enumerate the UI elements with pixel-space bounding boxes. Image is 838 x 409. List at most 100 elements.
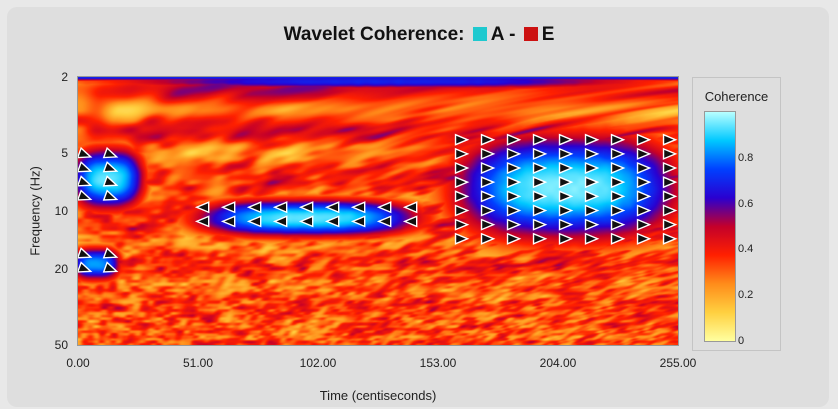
phase-arrow: [376, 215, 392, 228]
phase-arrow: [584, 147, 600, 160]
phase-arrow: [454, 147, 470, 160]
phase-arrow: [532, 232, 548, 245]
phase-arrow: [506, 232, 522, 245]
series-a-swatch: [472, 27, 487, 41]
colorbar-tick-label: 0.6: [738, 197, 754, 210]
phase-arrow: [102, 161, 119, 173]
phase-arrow: [454, 204, 470, 217]
phase-arrow: [220, 201, 236, 214]
phase-arrow: [558, 133, 574, 146]
phase-arrow: [532, 161, 548, 175]
phase-arrow: [78, 161, 93, 173]
phase-arrow: [584, 176, 600, 189]
phase-arrow: [246, 215, 262, 228]
phase-arrow: [454, 232, 470, 245]
phase-arrow: [480, 232, 496, 245]
y-tick-label: 5: [61, 146, 68, 161]
phase-arrow: [584, 133, 600, 146]
phase-arrow: [636, 176, 652, 189]
x-tick-label: 204.00: [539, 356, 577, 370]
plot-area[interactable]: [78, 77, 678, 345]
phase-arrow: [298, 201, 314, 214]
phase-arrow: [78, 189, 93, 201]
phase-arrow: [506, 133, 522, 146]
phase-arrow: [480, 190, 496, 203]
phase-arrow: [454, 190, 470, 203]
phase-arrow: [246, 201, 262, 214]
phase-arrow: [402, 201, 418, 214]
phase-arrow: [298, 215, 314, 228]
phase-arrow: [662, 176, 678, 189]
x-tick-label: 102.00: [299, 356, 337, 370]
phase-arrow: [194, 201, 210, 214]
phase-arrow: [636, 190, 652, 203]
phase-arrow: [584, 218, 600, 231]
phase-arrow: [78, 247, 93, 259]
phase-arrow: [454, 176, 470, 189]
phase-arrow: [350, 201, 366, 214]
phase-arrow: [78, 261, 93, 273]
colorbar-tick-label: 0: [738, 335, 745, 347]
colorbar-tick-label: 0.8: [738, 151, 754, 164]
phase-arrow: [506, 204, 522, 217]
phase-arrow: [102, 146, 119, 159]
phase-arrow: [662, 218, 678, 231]
phase-arrow: [610, 161, 626, 175]
phase-arrow: [324, 201, 340, 214]
phase-arrow: [610, 176, 626, 189]
colorbar-title: Coherence: [704, 89, 769, 104]
phase-arrow: [584, 232, 600, 245]
phase-arrow: [102, 261, 119, 273]
phase-arrow: [662, 232, 678, 245]
series-b-label: E: [541, 24, 555, 45]
x-tick-label: 255.00: [659, 356, 697, 370]
phase-arrow: [480, 147, 496, 160]
phase-arrow: [506, 161, 522, 175]
phase-arrow: [506, 176, 522, 189]
phase-arrow: [480, 204, 496, 217]
series-b-swatch: [523, 27, 538, 41]
phase-arrow: [558, 161, 574, 175]
phase-arrow: [480, 176, 496, 189]
phase-arrow: [532, 204, 548, 217]
y-tick-label: 10: [54, 204, 68, 218]
phase-arrow: [558, 232, 574, 245]
phase-arrow: [636, 147, 652, 160]
y-tick-label: 2: [61, 70, 68, 84]
phase-arrow: [636, 133, 652, 146]
phase-arrow: [610, 147, 626, 160]
phase-arrow: [636, 232, 652, 245]
phase-arrow: [636, 218, 652, 231]
phase-arrow: [532, 133, 548, 146]
x-tick-label: 0.00: [66, 356, 90, 370]
phase-arrow: [102, 175, 119, 187]
phase-arrow: [350, 215, 366, 228]
phase-arrow: [220, 215, 236, 228]
phase-arrow: [662, 190, 678, 203]
phase-arrow: [480, 161, 496, 175]
phase-arrow: [506, 218, 522, 231]
title-separator: -: [509, 24, 516, 45]
phase-arrow: [558, 176, 574, 189]
phase-arrow: [558, 147, 574, 160]
title-text: Wavelet Coherence:: [283, 24, 465, 45]
series-a-label: A: [490, 24, 504, 45]
phase-arrow: [480, 133, 496, 146]
colorbar-tick-label: 0.4: [738, 243, 754, 256]
coherence-heatmap: [78, 77, 678, 345]
colorbar-tick-label: 0.2: [738, 289, 754, 302]
phase-arrow: [662, 147, 678, 160]
colorbar-legend: Coherence 0.8 0.6 0.4 0.2 0: [692, 77, 781, 351]
phase-arrow: [102, 247, 119, 259]
phase-arrow: [584, 204, 600, 217]
phase-arrow: [558, 190, 574, 203]
phase-arrow: [662, 161, 678, 175]
phase-arrow: [480, 218, 496, 231]
phase-arrow: [610, 204, 626, 217]
phase-arrow: [506, 147, 522, 160]
phase-arrows-layer: [78, 133, 678, 273]
y-tick-label: 20: [54, 261, 68, 276]
phase-arrow: [454, 161, 470, 175]
phase-arrow: [636, 161, 652, 175]
phase-arrow: [532, 190, 548, 203]
